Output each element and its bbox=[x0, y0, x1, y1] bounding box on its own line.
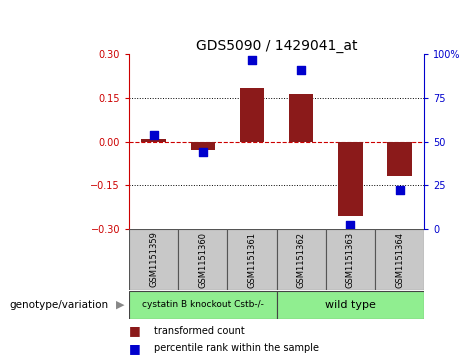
Point bbox=[199, 149, 207, 155]
Text: GSM1151360: GSM1151360 bbox=[198, 232, 207, 287]
Bar bbox=[178, 229, 227, 290]
Bar bbox=[289, 94, 313, 142]
Point bbox=[150, 132, 157, 138]
Bar bbox=[338, 142, 363, 216]
Text: GSM1151363: GSM1151363 bbox=[346, 232, 355, 287]
Text: GSM1151359: GSM1151359 bbox=[149, 232, 158, 287]
Text: ▶: ▶ bbox=[116, 300, 124, 310]
Text: GSM1151364: GSM1151364 bbox=[395, 232, 404, 287]
Point bbox=[248, 57, 256, 62]
Bar bbox=[142, 139, 166, 142]
Text: transformed count: transformed count bbox=[154, 326, 245, 336]
Bar bbox=[326, 229, 375, 290]
Text: GSM1151362: GSM1151362 bbox=[297, 232, 306, 287]
Text: percentile rank within the sample: percentile rank within the sample bbox=[154, 343, 319, 353]
Bar bbox=[129, 291, 277, 319]
Bar bbox=[375, 229, 424, 290]
Text: wild type: wild type bbox=[325, 300, 376, 310]
Bar bbox=[387, 142, 412, 176]
Text: genotype/variation: genotype/variation bbox=[9, 300, 108, 310]
Bar bbox=[277, 291, 424, 319]
Bar bbox=[129, 229, 178, 290]
Bar bbox=[277, 229, 326, 290]
Text: cystatin B knockout Cstb-/-: cystatin B knockout Cstb-/- bbox=[142, 301, 264, 309]
Point bbox=[347, 222, 354, 228]
Title: GDS5090 / 1429041_at: GDS5090 / 1429041_at bbox=[196, 40, 357, 53]
Bar bbox=[227, 229, 277, 290]
Bar bbox=[240, 88, 264, 142]
Point bbox=[396, 187, 403, 193]
Point bbox=[297, 67, 305, 73]
Text: ■: ■ bbox=[129, 342, 141, 355]
Text: GSM1151361: GSM1151361 bbox=[248, 232, 256, 287]
Text: ■: ■ bbox=[129, 324, 141, 337]
Bar bbox=[190, 142, 215, 150]
